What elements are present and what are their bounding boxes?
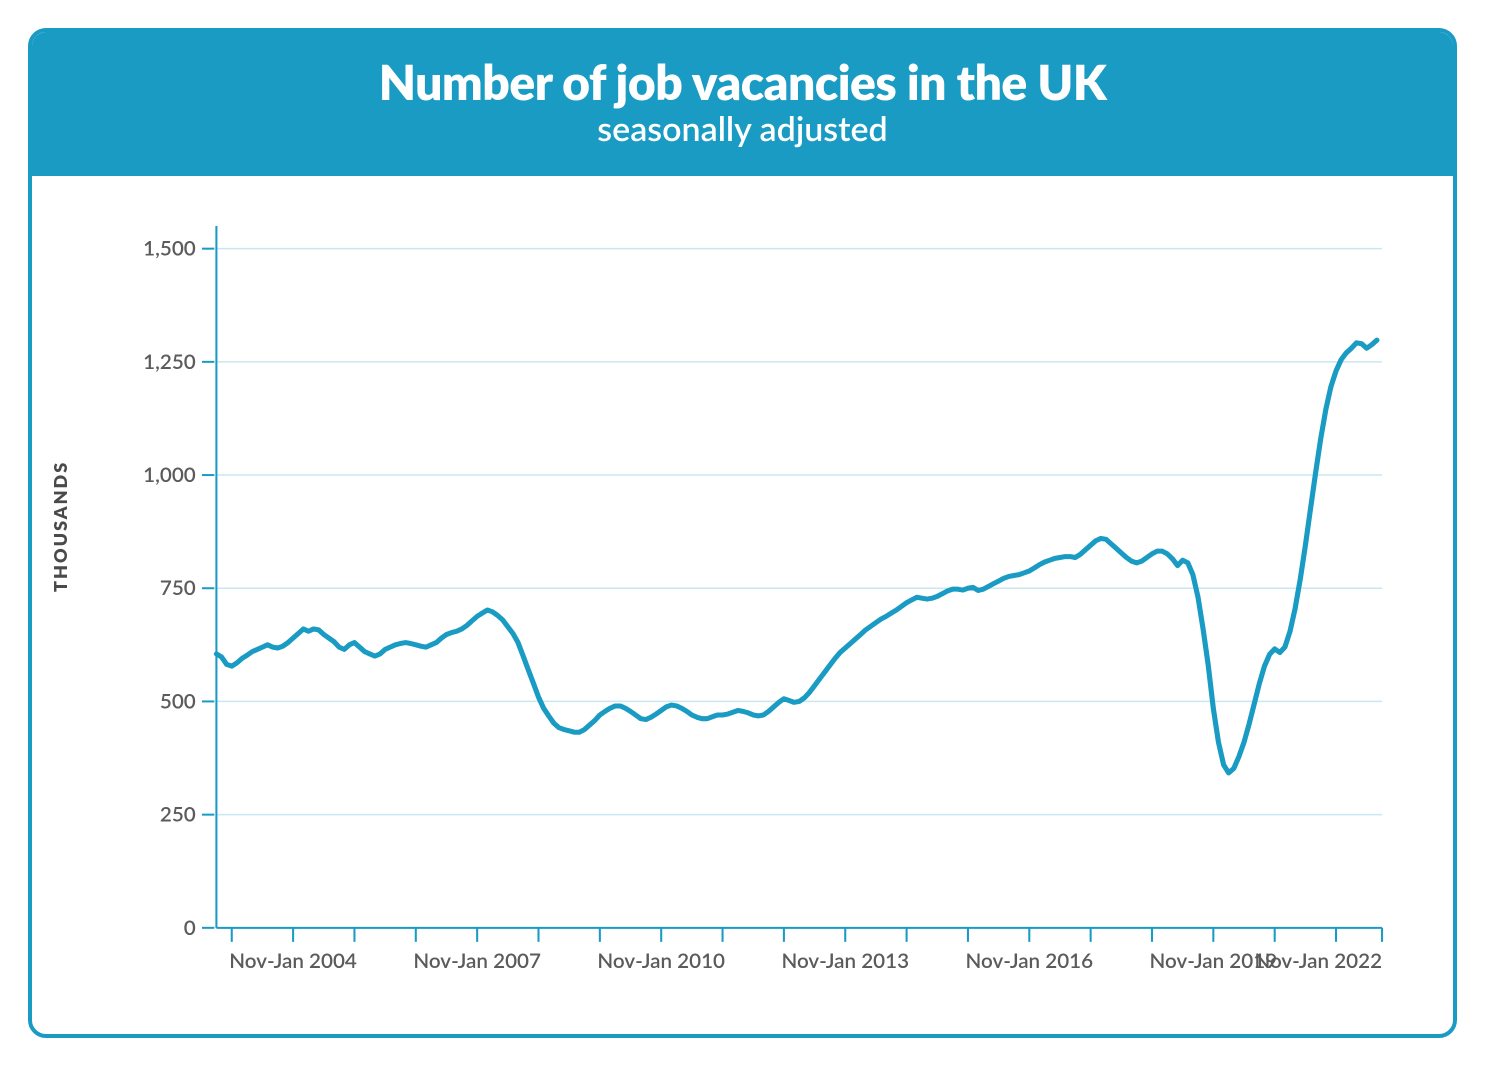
y-tick-label: 250 (160, 803, 196, 827)
chart-header: Number of job vacancies in the UK season… (32, 32, 1453, 176)
y-tick-label: 750 (160, 576, 196, 600)
y-axis-label: THOUSANDS (49, 461, 71, 592)
y-tick-label: 1,000 (143, 463, 196, 487)
x-tick-label: Nov-Jan 2007 (413, 949, 541, 973)
y-tick-label: 0 (184, 916, 196, 940)
line-chart-svg: 0 250 500 750 1,000 1,250 1,500 Nov-Jan 2004 Nov… (72, 216, 1413, 998)
y-tick-label: 1,500 (143, 237, 196, 261)
plot-area: THOUSANDS 0 250 500 750 1,000 1,250 1,500 Nov-J… (32, 176, 1453, 1008)
y-tick-label: 1,250 (143, 350, 196, 374)
chart-title: Number of job vacancies in the UK (52, 58, 1433, 108)
y-tick-label: 500 (160, 690, 196, 714)
chart-card: Number of job vacancies in the UK season… (28, 28, 1457, 1038)
data-line (216, 340, 1376, 773)
x-tick-label: Nov-Jan 2004 (229, 949, 357, 973)
x-tick-label: Nov-Jan 2010 (597, 949, 725, 973)
x-tick-label: Nov-Jan 2013 (781, 949, 909, 973)
x-tick-label: Nov-Jan 2016 (965, 949, 1093, 973)
x-tick-label: Nov-Jan 2022 (1254, 949, 1382, 973)
chart-subtitle: seasonally adjusted (52, 110, 1433, 147)
